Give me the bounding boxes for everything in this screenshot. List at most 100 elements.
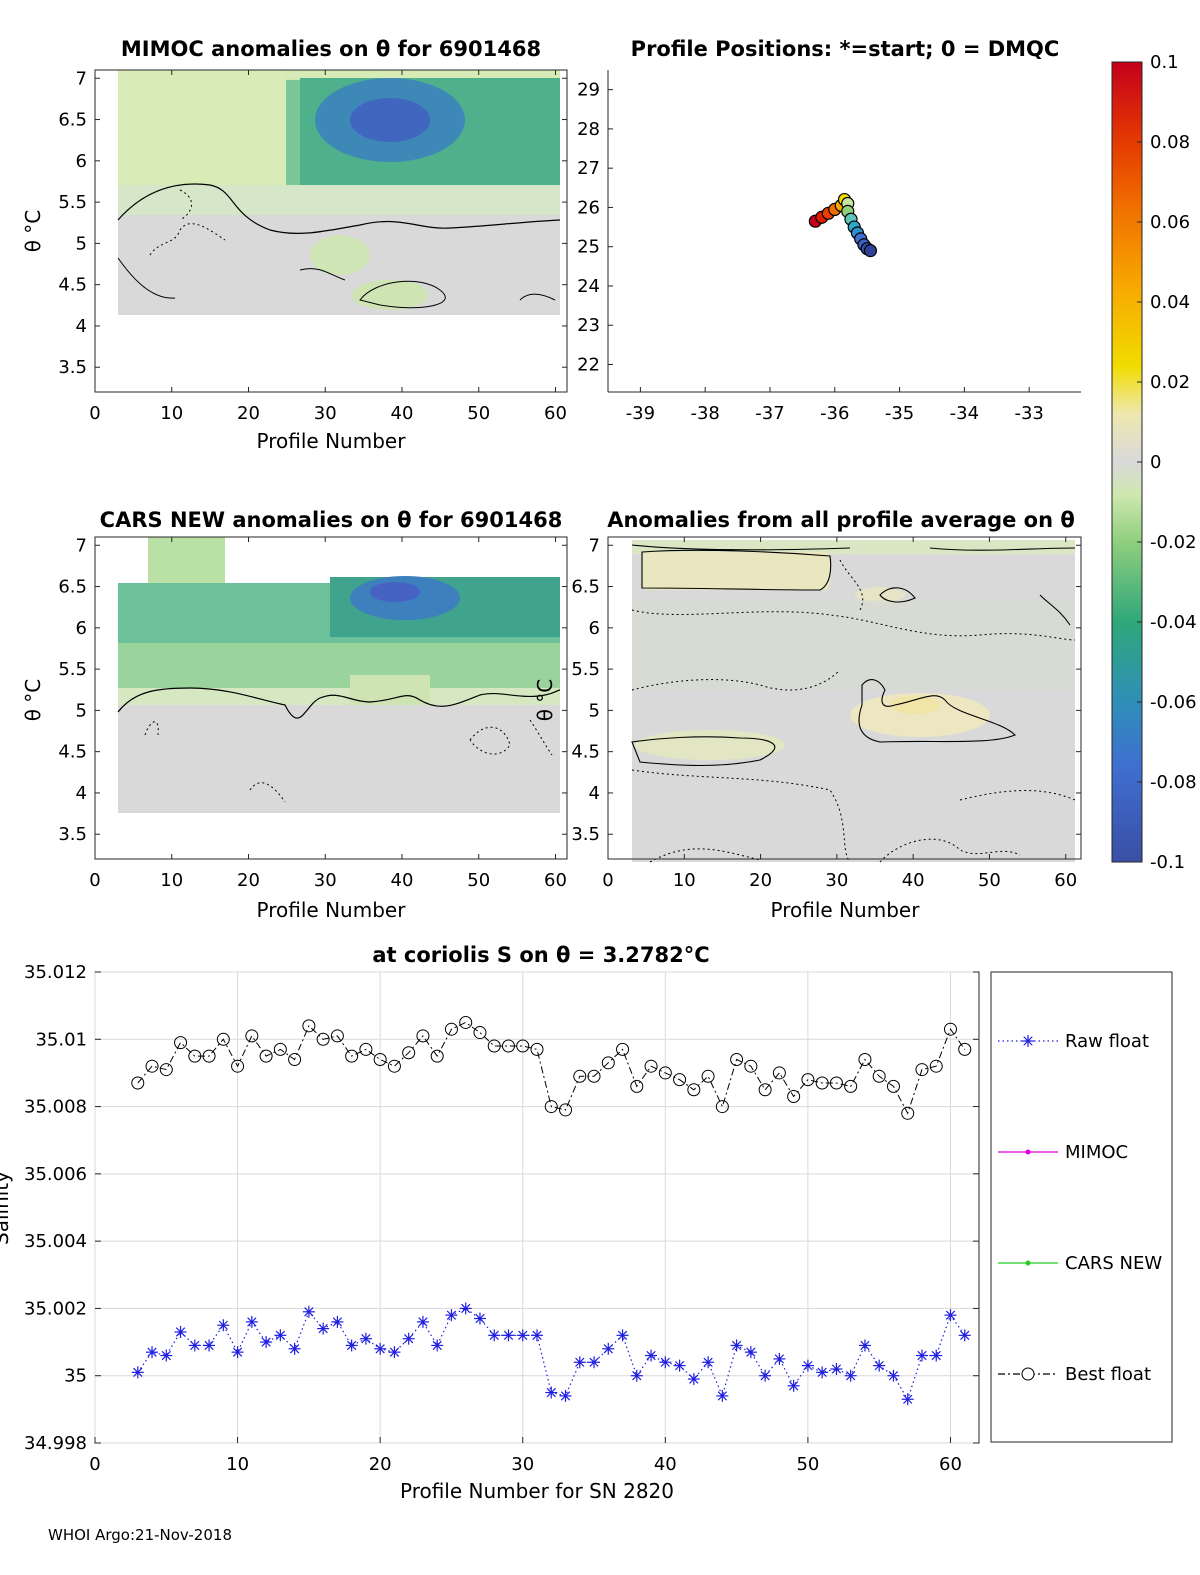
legend-marker bbox=[1025, 1149, 1031, 1155]
x-tick-label: 60 bbox=[939, 1454, 962, 1475]
y-tick-label: 35 bbox=[64, 1366, 87, 1387]
best-float-marker bbox=[630, 1079, 644, 1093]
best-float-marker bbox=[958, 1042, 972, 1056]
mimoc-field bbox=[118, 70, 560, 315]
raw-float-marker bbox=[288, 1342, 301, 1355]
x-tick-label: -38 bbox=[690, 403, 719, 424]
cars-panel: CARS NEW anomalies on θ for 6901468 0 10 2… bbox=[21, 508, 568, 922]
best-float-marker bbox=[687, 1083, 701, 1097]
raw-float-marker bbox=[402, 1332, 415, 1345]
y-tick-label: 7 bbox=[76, 68, 87, 89]
allprof-ylabel: θ °C bbox=[533, 679, 557, 722]
y-tick-label: 6.5 bbox=[571, 577, 600, 598]
best-float-marker bbox=[587, 1069, 601, 1083]
y-tick-label: 34.998 bbox=[24, 1433, 87, 1454]
raw-float-marker bbox=[602, 1342, 615, 1355]
best-float-marker bbox=[202, 1049, 216, 1063]
best-float-marker bbox=[302, 1019, 316, 1033]
y-tick-label: 6.5 bbox=[58, 110, 87, 131]
y-tick-label: 4 bbox=[76, 316, 87, 337]
y-tick-label: 5 bbox=[589, 700, 600, 721]
y-tick-label: 5 bbox=[76, 233, 87, 254]
legend-item: Raw float bbox=[998, 1031, 1149, 1052]
best-float-marker bbox=[886, 1079, 900, 1093]
best-float-marker bbox=[259, 1049, 273, 1063]
salinity-ylabel: Salinity bbox=[0, 1171, 13, 1245]
best-float-marker bbox=[330, 1029, 344, 1043]
raw-float-marker bbox=[459, 1302, 472, 1315]
y-tick-label: 24 bbox=[577, 276, 600, 297]
cars-xlabel: Profile Number bbox=[257, 898, 407, 922]
cars-ylabel: θ °C bbox=[21, 679, 45, 722]
y-tick-label: 28 bbox=[577, 119, 600, 140]
raw-float-marker bbox=[944, 1309, 957, 1322]
x-tick-label: -36 bbox=[820, 403, 849, 424]
best-float-marker bbox=[858, 1052, 872, 1066]
raw-float-marker bbox=[317, 1322, 330, 1335]
raw-float-marker bbox=[502, 1329, 515, 1342]
raw-float-marker bbox=[217, 1319, 230, 1332]
salinity-xlabel: Profile Number for SN 2820 bbox=[400, 1479, 674, 1503]
cars-field bbox=[118, 537, 560, 813]
allprof-title: Anomalies from all profile average on θ bbox=[607, 508, 1075, 532]
allprof-tick-group: 0 10 20 30 40 50 60 3.5 4 4.5 5 5.5 6 6.5 7 bbox=[571, 535, 1081, 891]
best-float-marker bbox=[473, 1026, 487, 1040]
cars-axes bbox=[94, 536, 568, 860]
raw-float-marker bbox=[716, 1389, 729, 1402]
raw-float-marker bbox=[759, 1369, 772, 1382]
cars-tick-group: 0 10 20 30 40 50 60 3.5 4 4.5 5 5.5 6 6.5 7 bbox=[58, 535, 567, 891]
y-tick-label: 35.002 bbox=[24, 1298, 87, 1319]
best-float-marker bbox=[787, 1089, 801, 1103]
best-float-marker bbox=[644, 1059, 658, 1073]
raw-float-marker bbox=[331, 1315, 344, 1328]
raw-float-marker bbox=[702, 1356, 715, 1369]
best-float-marker bbox=[901, 1106, 915, 1120]
x-tick-label: -35 bbox=[885, 403, 914, 424]
raw-float-marker bbox=[545, 1386, 558, 1399]
y-tick-label: 6.5 bbox=[58, 577, 87, 598]
best-float-marker bbox=[673, 1073, 687, 1087]
best-float-marker bbox=[772, 1066, 786, 1080]
best-float-line bbox=[137, 1021, 966, 1115]
y-tick-label: 7 bbox=[76, 535, 87, 556]
x-tick-label: 40 bbox=[391, 870, 414, 891]
legend-item: Best float bbox=[998, 1364, 1151, 1385]
best-float-marker bbox=[658, 1066, 672, 1080]
raw-float-marker bbox=[687, 1373, 700, 1386]
raw-float-marker bbox=[1022, 1035, 1034, 1047]
y-tick-label: 35.004 bbox=[24, 1231, 87, 1252]
x-tick-label: 20 bbox=[749, 870, 772, 891]
x-tick-label: 0 bbox=[89, 870, 100, 891]
y-tick-label: 35.01 bbox=[35, 1029, 87, 1050]
x-tick-label: 20 bbox=[369, 1454, 392, 1475]
raw-float-marker bbox=[188, 1339, 201, 1352]
best-float-marker bbox=[915, 1063, 929, 1077]
raw-float-marker bbox=[630, 1369, 643, 1382]
y-tick-label: 5 bbox=[76, 700, 87, 721]
x-tick-label: 60 bbox=[1054, 870, 1077, 891]
best-float-marker bbox=[872, 1069, 886, 1083]
x-tick-label: 0 bbox=[89, 403, 100, 424]
best-float-marker bbox=[530, 1042, 544, 1056]
salinity-tick-group: 0 10 20 30 40 50 60 34.998 35 35.002 35.004 35.006 3… bbox=[24, 962, 979, 1475]
best-float-marker bbox=[715, 1100, 729, 1114]
colorbar-tick-label: 0.08 bbox=[1150, 132, 1190, 153]
raw-float-marker bbox=[773, 1352, 786, 1365]
legend-label: Best float bbox=[1065, 1364, 1151, 1385]
y-tick-label: 27 bbox=[577, 158, 600, 179]
y-tick-label: 35.012 bbox=[24, 962, 87, 983]
x-tick-label: 40 bbox=[391, 403, 414, 424]
best-float-marker bbox=[231, 1059, 245, 1073]
raw-float-marker bbox=[858, 1339, 871, 1352]
raw-float-marker bbox=[345, 1339, 358, 1352]
colorbar-tick-label: -0.08 bbox=[1150, 772, 1197, 793]
legend-label: MIMOC bbox=[1065, 1142, 1128, 1163]
colorbar-tick-group: 0.1 0.08 0.06 0.04 0.02 0 -0.02 -0.04 -0.06 -0.08… bbox=[1137, 52, 1197, 873]
best-float-marker bbox=[829, 1076, 843, 1090]
legend-label: CARS NEW bbox=[1065, 1253, 1162, 1274]
x-tick-label: 10 bbox=[160, 870, 183, 891]
best-float-marker bbox=[359, 1042, 373, 1056]
best-float-marker bbox=[188, 1049, 202, 1063]
y-tick-label: 3.5 bbox=[58, 357, 87, 378]
raw-float-marker bbox=[787, 1379, 800, 1392]
